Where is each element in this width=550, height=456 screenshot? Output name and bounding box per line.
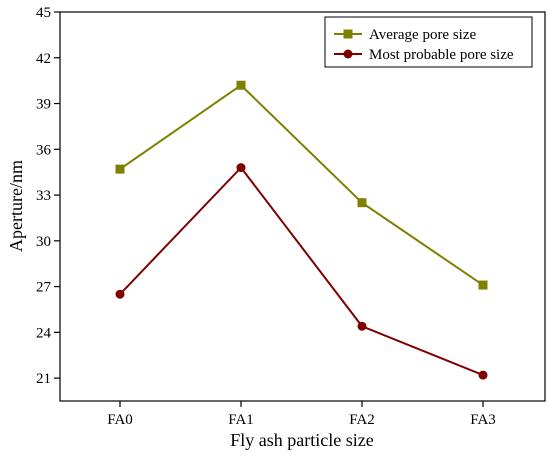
legend-marker-average [343, 29, 353, 39]
data-point-most-probable [115, 289, 125, 299]
y-tick-label: 24 [36, 325, 52, 341]
legend-marker-most-probable [343, 49, 353, 59]
y-tick-label: 27 [36, 280, 52, 296]
data-point-average [236, 80, 246, 90]
data-point-most-probable [357, 321, 367, 331]
series-layer [115, 80, 488, 380]
y-tick-label: 42 [36, 51, 51, 67]
x-tick-label: FA3 [470, 412, 496, 428]
legend-label-average: Average pore size [369, 27, 477, 43]
x-tick-label: FA1 [228, 412, 254, 428]
x-axis-title: Fly ash particle size [230, 430, 373, 450]
y-axis-title: Aperture/nm [6, 160, 26, 252]
x-tick-label: FA0 [107, 412, 133, 428]
data-point-most-probable [478, 370, 488, 380]
x-axis: FA0 FA1 FA2 FA3 [107, 401, 496, 428]
legend-box [324, 16, 533, 68]
data-point-average [115, 164, 125, 174]
series-line-most-probable [119, 166, 484, 376]
data-point-average [478, 280, 488, 290]
y-tick-label: 21 [36, 371, 51, 387]
y-tick-label: 39 [36, 97, 51, 113]
legend-label-most-probable: Most probable pore size [369, 47, 514, 63]
data-point-most-probable [236, 163, 246, 173]
x-tick-label: FA2 [349, 412, 375, 428]
y-axis: 21 24 27 30 33 36 39 42 45 [36, 5, 60, 387]
y-tick-label: 33 [36, 188, 51, 204]
plot-frame [59, 11, 546, 402]
data-point-average [357, 198, 367, 208]
series-line-average [119, 83, 484, 286]
y-tick-label: 45 [36, 5, 51, 21]
y-tick-label: 36 [36, 142, 52, 158]
y-tick-label: 30 [36, 234, 51, 250]
legend: Average pore size Most probable pore siz… [324, 16, 533, 68]
